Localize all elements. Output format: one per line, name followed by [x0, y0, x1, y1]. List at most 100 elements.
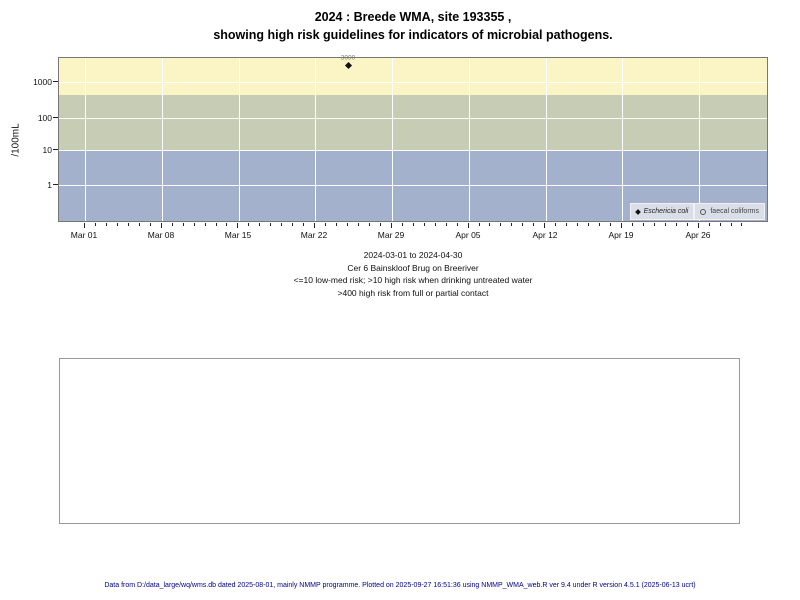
- x-major-tick: [620, 223, 622, 228]
- gridline-x-mar15: [239, 58, 240, 221]
- gridline-x-mar08: [162, 58, 163, 221]
- plot-area: 3000 Eschericia coli faecal coliforms: [58, 54, 768, 222]
- x-minor-tick: [347, 223, 348, 226]
- chart-title: 2024 : Breede WMA, site 193355 , showing…: [58, 8, 768, 44]
- x-tick-label: Mar 15: [224, 230, 252, 240]
- y-tick-label: 1: [47, 180, 52, 190]
- risk-band-drinking-untreated: [59, 95, 767, 150]
- x-major-tick: [390, 223, 392, 228]
- gridline-x-apr26: [699, 58, 700, 221]
- footer-text: Data from D:/data_large/wq/wms.db dated …: [104, 582, 696, 589]
- gridline-x-apr19: [622, 58, 623, 221]
- x-minor-tick: [631, 223, 633, 226]
- gridline-x-mar22: [315, 58, 316, 221]
- x-minor-tick: [489, 223, 491, 226]
- y-tick-1: [53, 184, 58, 185]
- x-minor-tick: [193, 223, 195, 226]
- x-minor-tick: [708, 223, 710, 226]
- x-minor-tick: [412, 223, 414, 226]
- y-tick-1000: [53, 81, 58, 82]
- gridline-x-mar29: [392, 58, 393, 221]
- x-minor-tick: [292, 223, 294, 226]
- chart-title-line1: 2024 : Breede WMA, site 193355 ,: [314, 10, 512, 24]
- x-minor-tick: [149, 223, 151, 226]
- x-minor-tick: [588, 223, 589, 226]
- x-minor-tick: [215, 223, 217, 226]
- x-major-tick: [314, 223, 316, 228]
- gridline-y-1: [59, 185, 767, 186]
- x-minor-tick: [642, 223, 644, 226]
- x-minor-tick: [138, 223, 140, 226]
- x-minor-tick: [204, 223, 206, 226]
- x-minor-tick: [653, 223, 655, 226]
- x-minor-tick: [664, 223, 666, 226]
- x-minor-tick: [533, 223, 535, 226]
- legend: Eschericia coli faecal coliforms: [629, 203, 765, 220]
- legend-label-faecal-coliforms: faecal coliforms: [710, 208, 759, 215]
- x-tick-label: Mar 22: [300, 230, 328, 240]
- x-minor-tick: [478, 223, 480, 226]
- x-minor-tick: [434, 223, 436, 226]
- risk-band-full-contact: [59, 58, 767, 95]
- x-major-tick: [544, 223, 546, 228]
- data-point-value-label: 3000: [340, 54, 356, 62]
- x-major-tick: [467, 223, 469, 228]
- y-tick-label: 10: [42, 145, 52, 155]
- y-tick-10: [53, 149, 58, 150]
- x-minor-tick: [270, 223, 272, 226]
- x-minor-tick: [522, 223, 524, 226]
- x-minor-tick: [116, 223, 118, 226]
- x-minor-tick: [325, 223, 327, 226]
- x-minor-tick: [127, 223, 129, 226]
- x-minor-tick: [95, 223, 96, 226]
- x-minor-tick: [511, 223, 513, 226]
- x-minor-tick: [171, 223, 173, 226]
- x-minor-tick: [182, 223, 184, 226]
- x-major-tick: [237, 223, 239, 228]
- x-axis-labels: Mar 01 Mar 08 Mar 15 Mar 22 Mar 29 Apr 0…: [58, 230, 768, 242]
- x-tick-label: Mar 08: [147, 230, 175, 240]
- x-minor-tick: [500, 223, 502, 226]
- x-minor-tick: [226, 223, 228, 226]
- gridline-y-10: [59, 150, 767, 151]
- gridline-x-mar01: [85, 58, 86, 221]
- legend-entry-faecal-coliforms: faecal coliforms: [694, 203, 765, 220]
- x-minor-tick: [259, 223, 261, 226]
- x-tick-label: Apr 26: [685, 230, 711, 240]
- x-minor-tick: [609, 223, 611, 226]
- x-minor-tick: [248, 223, 250, 226]
- x-axis-ticks: [58, 223, 768, 230]
- gridline-y-100: [59, 118, 767, 119]
- x-minor-tick: [555, 223, 557, 226]
- x-tick-label: Apr 05: [455, 230, 481, 240]
- x-minor-tick: [599, 223, 600, 226]
- x-minor-tick: [368, 223, 370, 226]
- x-minor-tick: [336, 223, 337, 226]
- x-tick-label: Mar 01: [70, 230, 98, 240]
- caption-date-range: 2024-03-01 to 2024-04-30: [363, 250, 463, 260]
- y-tick-label: 100: [37, 113, 52, 123]
- x-minor-tick: [741, 223, 743, 226]
- x-tick-label: Mar 29: [377, 230, 405, 240]
- x-minor-tick: [281, 223, 283, 226]
- x-minor-tick: [379, 223, 381, 226]
- x-minor-tick: [105, 223, 107, 226]
- x-tick-label: Apr 19: [608, 230, 634, 240]
- x-major-tick: [160, 223, 162, 228]
- x-minor-tick: [445, 223, 447, 226]
- x-major-tick: [697, 223, 699, 228]
- x-tick-label: Apr 12: [532, 230, 558, 240]
- legend-label-ecoli: Eschericia coli: [643, 208, 689, 215]
- x-major-tick: [84, 223, 85, 228]
- open-circle-icon: [700, 208, 707, 215]
- y-tick-100: [53, 117, 58, 118]
- x-minor-tick: [401, 223, 403, 226]
- caption-risk-note-2: >400 high risk from full or partial cont…: [337, 287, 489, 298]
- gridline-y-1000: [59, 82, 767, 83]
- chart-title-line2: showing high risk guidelines for indicat…: [213, 28, 613, 42]
- x-minor-tick: [577, 223, 579, 226]
- gridline-x-apr12: [546, 58, 547, 221]
- x-minor-tick: [357, 223, 359, 226]
- x-minor-tick: [730, 223, 732, 226]
